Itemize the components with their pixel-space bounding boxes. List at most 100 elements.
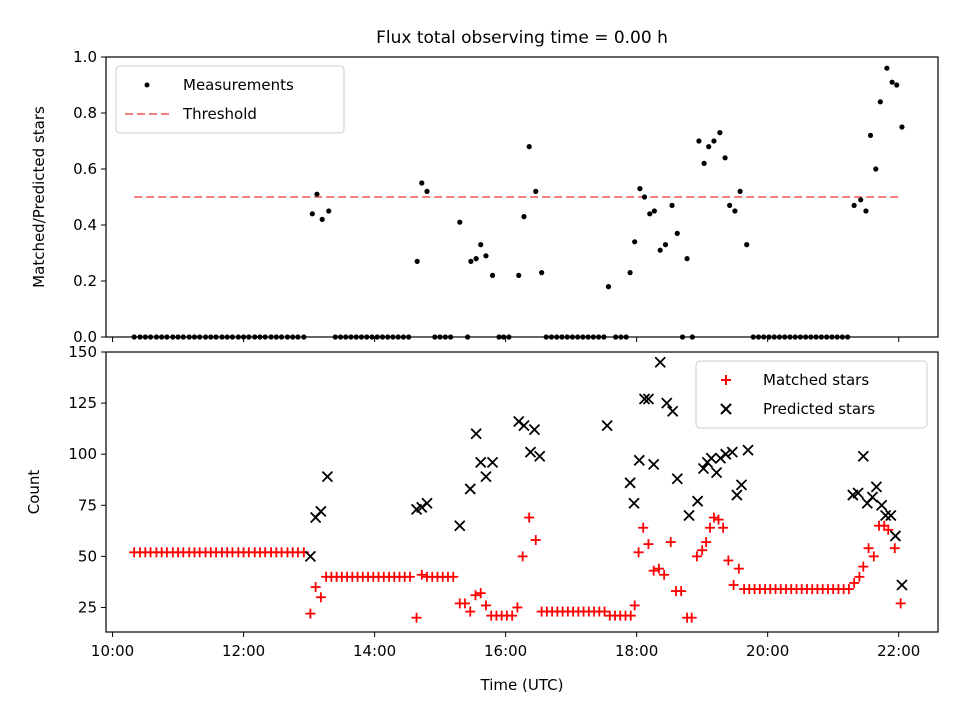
matched-star-point <box>728 579 739 590</box>
predicted-star-point <box>454 520 466 532</box>
measurement-point <box>290 334 296 340</box>
measurement-point <box>844 334 851 340</box>
predicted-star-point <box>720 448 732 460</box>
matched-star-point <box>843 584 854 595</box>
top-y-tick-label: 0.0 <box>73 328 97 346</box>
measurement-point <box>180 334 186 340</box>
measurement-point <box>727 202 733 208</box>
measurement-point <box>159 334 165 340</box>
measurement-point <box>447 334 454 340</box>
measurement-point <box>829 334 835 340</box>
top-y-ticks: 0.0 0.2 0.4 0.6 0.8 1.0 <box>73 48 106 346</box>
predicted-star-point <box>697 462 710 475</box>
predicted-star-point <box>321 471 334 483</box>
measurement-point <box>539 270 545 276</box>
measurement-point <box>674 230 680 236</box>
measurement-point <box>732 208 738 214</box>
matched-star-point <box>480 600 491 611</box>
measurement-point <box>131 334 137 340</box>
matched-star-point <box>305 608 316 619</box>
measurement-point <box>379 334 386 340</box>
matched-star-point <box>713 514 724 525</box>
measurement-point <box>824 334 830 340</box>
measurement-point <box>406 334 412 340</box>
measurement-point <box>564 334 570 340</box>
measurement-point <box>506 334 512 340</box>
x-axis-label: Time (UTC) <box>480 676 564 694</box>
matched-star-point <box>530 535 541 546</box>
matched-star-point <box>686 612 697 623</box>
measurement-point <box>605 284 612 290</box>
matched-star-point <box>517 551 528 562</box>
measurement-point <box>153 334 160 340</box>
x-tick-label: 12:00 <box>222 642 265 660</box>
measurement-point <box>711 138 717 144</box>
measurement-point <box>899 124 905 130</box>
measurement-point <box>618 334 624 340</box>
predicted-star-point <box>486 456 499 469</box>
matched-star-point <box>701 537 712 548</box>
measurement-point <box>601 334 607 340</box>
predicted-star-point <box>870 481 883 493</box>
matched-star-point <box>858 561 869 572</box>
bottom-y-axis-label: Count <box>25 470 43 515</box>
measurement-point <box>669 202 675 208</box>
measurement-point <box>554 334 560 340</box>
measurement-point <box>369 334 375 340</box>
measurement-point <box>706 144 712 150</box>
bottom-x-ticks: 10:00 12:00 14:00 16:00 18:00 20:00 22:00 <box>91 632 920 660</box>
measurement-point <box>766 334 772 340</box>
matched-star-point <box>470 590 481 601</box>
measurement-point <box>679 334 686 340</box>
measurement-point <box>521 214 527 220</box>
predicted-star-point <box>667 405 679 417</box>
measurement-point <box>548 334 555 340</box>
top-axes-frame <box>105 56 939 338</box>
top-legend: Measurements Threshold <box>115 65 345 134</box>
predicted-star-point <box>731 489 743 501</box>
measurement-point <box>473 256 479 262</box>
matched-star-point <box>507 610 518 621</box>
measurement-point <box>235 334 241 340</box>
measurement-point <box>457 219 463 225</box>
measurement-point <box>750 334 756 340</box>
measurement-point <box>219 334 225 340</box>
measurement-point <box>164 334 170 340</box>
predicted-star-point <box>628 497 640 509</box>
matched-star-point <box>653 563 664 574</box>
measurement-point <box>319 216 325 222</box>
measurement-point <box>526 144 532 150</box>
measurement-point <box>309 211 315 217</box>
measurement-point <box>364 334 370 340</box>
measurement-point <box>314 191 320 197</box>
bottom-y-tick-label: 125 <box>68 394 97 412</box>
predicted-star-point <box>876 499 888 511</box>
matched-star-point <box>629 600 640 611</box>
measurement-point <box>147 334 154 340</box>
measurement-point <box>689 334 695 340</box>
measurement-point <box>262 334 268 340</box>
measurement-point <box>782 334 788 340</box>
bottom-y-tick-label: 100 <box>68 445 97 463</box>
matched-star-point <box>460 598 471 609</box>
predicted-star-point <box>885 509 897 522</box>
measurement-point <box>516 272 522 278</box>
predicted-star-point <box>601 419 613 432</box>
matched-star-point <box>475 588 486 599</box>
matched-star-point <box>416 569 427 580</box>
measurement-point <box>867 132 874 138</box>
measurement-point <box>465 334 471 340</box>
matched-star-point <box>512 602 523 613</box>
measurement-point <box>246 334 252 340</box>
predicted-star-point <box>671 473 683 485</box>
measurement-point <box>284 334 291 340</box>
predicted-star-point <box>879 509 892 522</box>
top-legend-box <box>115 65 345 134</box>
top-y-tick-label: 0.4 <box>73 216 97 234</box>
measurement-point <box>496 334 502 340</box>
matched-star-point <box>849 577 860 588</box>
matched-star-point <box>883 524 894 535</box>
measurement-point <box>884 65 890 71</box>
measurement-point <box>142 334 148 340</box>
